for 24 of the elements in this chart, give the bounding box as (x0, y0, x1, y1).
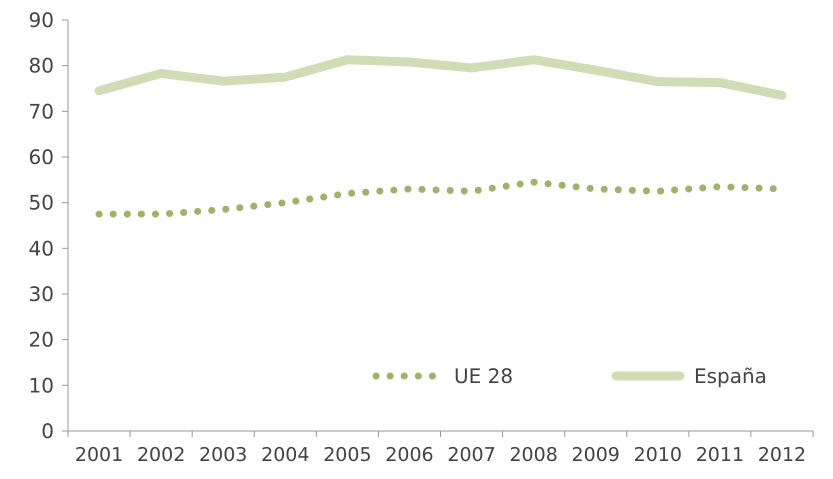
x-tick-label: 2012 (758, 444, 806, 466)
x-tick-label: 2004 (261, 444, 310, 466)
legend-label: España (694, 364, 767, 388)
y-tick-label: 10 (28, 373, 54, 398)
x-tick-label: 2002 (136, 444, 186, 466)
legend-label: UE 28 (454, 364, 514, 388)
x-tick-label: 2011 (696, 444, 744, 466)
x-tick-label: 2007 (447, 444, 496, 466)
y-tick-label: 80 (28, 54, 54, 78)
y-tick-label: 50 (28, 190, 54, 215)
y-tick-label: 40 (28, 236, 54, 260)
y-tick-label: 20 (28, 328, 54, 352)
x-tick-label: 2005 (323, 444, 372, 466)
x-tick-label: 2008 (509, 444, 558, 466)
x-tick-label: 2009 (572, 444, 620, 466)
y-tick-label: 0 (41, 419, 54, 443)
y-tick-label: 90 (28, 8, 54, 32)
y-tick-label: 70 (28, 99, 54, 124)
x-tick-label: 2010 (634, 444, 682, 466)
x-tick-label: 2001 (74, 444, 124, 466)
x-tick-label: 2006 (385, 444, 434, 466)
x-tick-label: 2003 (199, 444, 248, 466)
y-tick-label: 30 (28, 282, 54, 306)
y-tick-label: 60 (28, 145, 54, 169)
